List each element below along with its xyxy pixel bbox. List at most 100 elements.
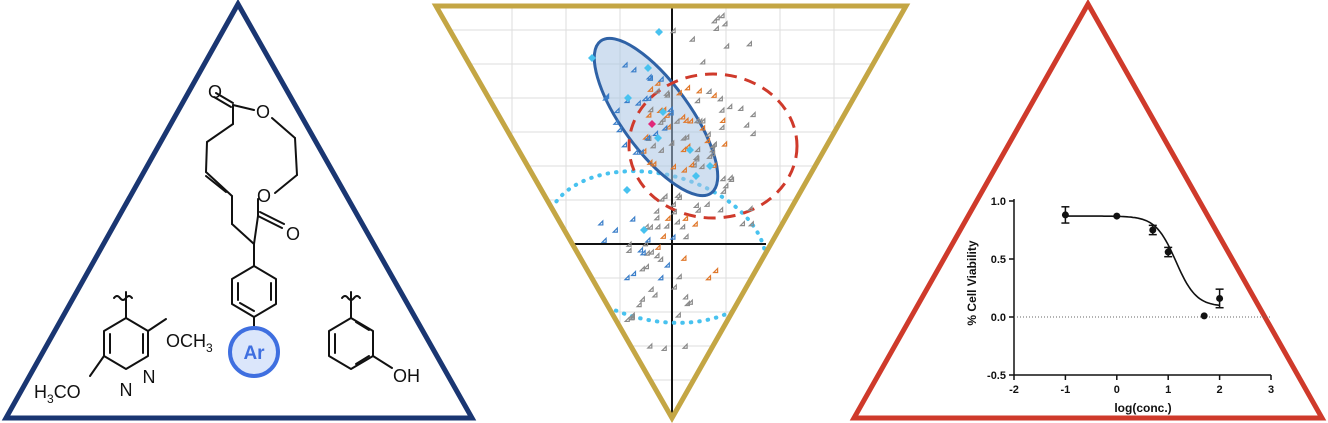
pca-triangle-marker [623,315,630,323]
pca-triangle-marker [657,75,664,82]
n-right-label: N [143,367,156,387]
pyridazine-substituent [89,291,167,377]
pca-triangle-marker [647,106,654,113]
y-tick-label: -0.5 [987,370,1006,382]
pca-triangle-marker [628,311,635,318]
pca-triangle-marker [611,226,618,233]
right-panel: -0.5 0.0 0.5 1.0 -2 -1 0 1 2 3 % Cell Viability l… [849,0,1327,421]
pca-triangle-marker [621,61,628,68]
pca-triangle-marker [694,97,701,104]
pca-triangle-marker [692,201,699,209]
pca-triangle-marker [719,187,727,194]
left-triangle [1,0,477,421]
cyan-dotted-ellipse [543,169,769,325]
pca-triangle-marker [642,263,650,270]
pca-triangle-marker [669,200,676,207]
pca-triangle-marker [647,248,654,255]
x-tick-label: -1 [1061,384,1071,396]
oh-label: OH [393,366,420,386]
pca-triangle-marker [694,146,701,153]
blue-confidence-ellipse [592,36,720,198]
pca-triangle-marker [667,109,674,116]
pca-diamond-marker [644,64,652,72]
pca-triangle-marker [718,123,725,130]
pca-triangle-marker [654,223,661,230]
ar-circle [228,326,280,378]
pca-triangle-marker [657,255,664,262]
pca-triangle-marker [664,123,671,130]
pca-triangle-marker [722,182,729,189]
pca-triangle-marker [675,273,682,280]
pca-triangle-marker [620,141,628,148]
pca-triangle-marker [688,161,695,168]
pca-triangle-marker [602,94,609,101]
pca-triangle-marker [709,150,716,157]
pca-triangle-marker [674,191,681,198]
x-axis-label: log(conc.) [1114,401,1171,415]
pca-diamond-marker [692,172,700,180]
pca-triangle-marker [644,134,651,141]
pca-triangle-marker [694,206,701,213]
pca-triangle-marker [643,249,650,256]
n-left-label: N [120,380,133,400]
pca-triangle-marker [657,274,664,281]
pca-triangle-marker [646,74,654,81]
pca-triangle-marker [746,205,753,212]
pca-triangle-marker [623,274,630,281]
pca-triangle-marker [635,301,642,308]
pca-triangle-marker [659,232,666,239]
pca-triangle-marker [659,115,666,122]
pca-triangle-marker [663,261,670,268]
pca-triangle-marker [719,175,726,182]
pca-triangle-marker [613,107,620,114]
pca-triangle-marker [699,58,706,65]
pca-diamond-marker [648,120,656,128]
pca-triangle-marker [670,208,677,215]
pca-triangle-marker [663,89,670,96]
pca-triangle-marker [653,252,660,259]
pca-triangle-marker [688,35,695,42]
pca-triangle-marker [647,85,654,92]
ring-o-top-label: O [256,102,270,122]
carbonyl-o-top-label: O [208,82,222,102]
pca-triangle-marker [683,133,690,140]
pca-triangle-marker [710,17,717,24]
pca-points [588,12,756,352]
och3-right-label: OCH3 [166,331,213,355]
pca-triangle-marker [646,342,653,349]
pca-triangle-marker [597,219,604,226]
pca-triangle-marker [682,116,689,123]
macrolactone-structure [205,92,298,331]
dose-response-chart: -0.5 0.0 0.5 1.0 -2 -1 0 1 2 3 [987,196,1274,396]
pca-triangle-marker [649,142,656,149]
middle-triangle [431,3,911,423]
x-tick-label: 0 [1114,384,1120,396]
pca-triangle-marker [716,95,723,102]
pca-triangle-marker [719,116,726,124]
pca-triangle-marker [661,192,668,199]
pca-triangle-marker [686,298,693,305]
pca-triangle-marker [674,311,681,318]
pca-triangle-marker [615,126,622,133]
pca-diamond-marker [623,186,631,194]
pca-triangle-marker [654,79,661,86]
pca-triangle-marker [712,267,719,274]
pca-triangle-marker [698,163,705,170]
pca-triangle-marker [726,174,733,181]
data-point [1149,226,1157,234]
pca-triangle-marker [629,215,636,222]
pca-triangle-marker [669,163,677,170]
phenol-substituent [328,291,393,370]
pca-triangle-marker [650,160,657,167]
pca-triangle-marker [680,146,687,153]
pca-triangle-marker [705,274,712,281]
carbonyl-o-bottom-label: O [286,224,300,244]
pca-triangle-marker [661,124,668,131]
pca-triangle-marker [630,270,637,277]
pca-triangle-marker [745,40,753,47]
pca-triangle-marker [680,254,687,261]
pca-triangle-marker [660,344,667,352]
pca-triangle-marker [710,91,717,98]
pca-triangle-marker [680,134,687,141]
pca-triangle-marker [668,139,675,146]
